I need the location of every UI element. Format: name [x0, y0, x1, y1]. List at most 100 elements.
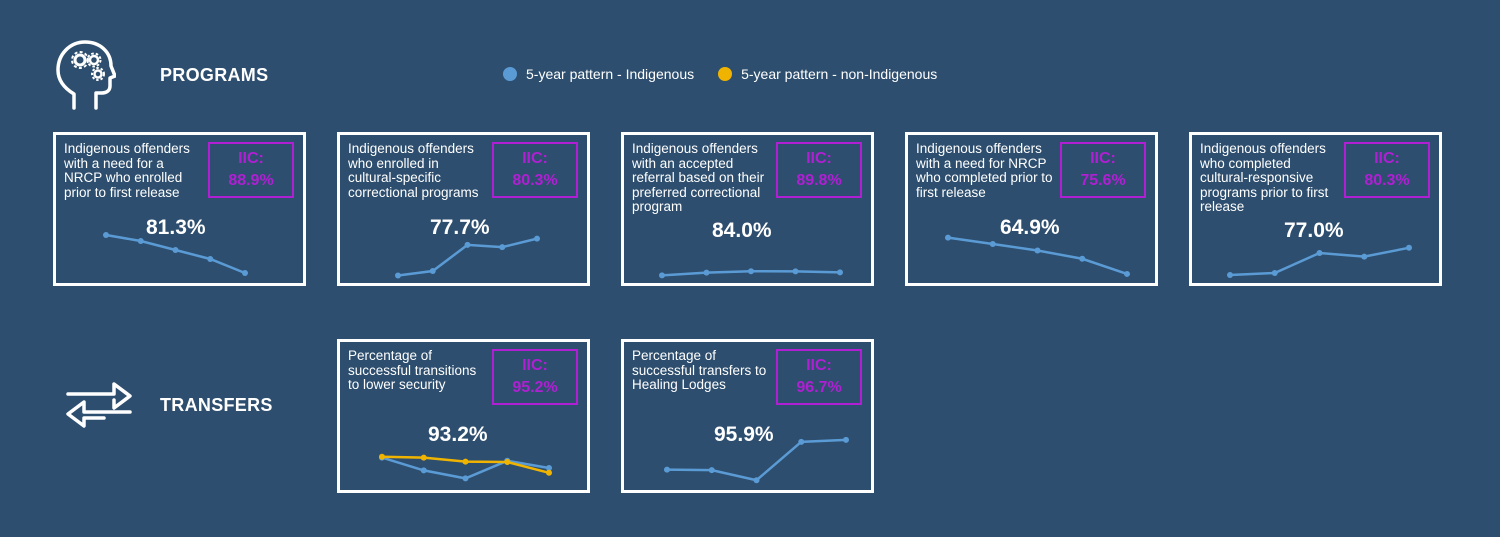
- indigenous-series-point: [1034, 247, 1041, 254]
- card-description: Indigenous offenders with a need for NRC…: [916, 141, 1053, 200]
- card-value: 81.3%: [146, 216, 206, 239]
- non-indigenous-series-point: [546, 469, 552, 476]
- metric-card-accepted-referral: Indigenous offenders with an accepted re…: [621, 132, 874, 286]
- iic-label: IIC:: [806, 357, 832, 374]
- legend-label-indigenous: 5-year pattern - Indigenous: [526, 66, 695, 82]
- card-description: Percentage of successful transitions to …: [348, 348, 477, 392]
- legend-dot-non-indigenous: [718, 67, 733, 81]
- indigenous-series-point: [1079, 255, 1086, 262]
- iic-label: IIC:: [522, 150, 548, 167]
- indigenous-series-point: [546, 465, 552, 471]
- card-description: Indigenous offenders who completed cultu…: [1200, 141, 1329, 214]
- iic-value: 96.7%: [796, 379, 842, 396]
- indigenous-series-point: [207, 256, 214, 262]
- indigenous-series-point: [1361, 253, 1368, 260]
- trend-sparkline: [1227, 244, 1412, 278]
- indigenous-series-point: [1271, 270, 1278, 276]
- iic-label: IIC:: [1090, 150, 1116, 167]
- card-value: 64.9%: [1000, 216, 1060, 239]
- indigenous-series-point: [945, 234, 951, 241]
- indigenous-series-point: [429, 268, 436, 274]
- indigenous-series-point: [137, 238, 144, 244]
- indigenous-series-point: [464, 241, 471, 248]
- card-value: 95.9%: [714, 423, 774, 446]
- card-description: Indigenous offenders with an accepted re…: [632, 141, 765, 214]
- indigenous-series-point: [242, 270, 248, 276]
- indigenous-series-point: [1406, 244, 1412, 251]
- iic-label: IIC:: [238, 150, 264, 167]
- iic-value: 88.9%: [228, 172, 274, 189]
- transfer-arrows-icon: [66, 382, 132, 428]
- iic-label: IIC:: [806, 150, 832, 167]
- indigenous-series-point: [798, 438, 805, 445]
- legend-dot-indigenous: [503, 67, 517, 81]
- iic-box: IIC: 75.6%: [1060, 142, 1146, 198]
- indigenous-series-point: [708, 467, 715, 474]
- metric-card-lower-security-transitions: Percentage of successful transitions to …: [337, 339, 590, 493]
- legend-item-non-indigenous: 5-year pattern - non-Indigenous: [718, 66, 937, 82]
- legend: 5-year pattern - Indigenous 5-year patte…: [503, 66, 961, 82]
- non-indigenous-series-point: [504, 459, 511, 465]
- iic-box: IIC: 80.3%: [1344, 142, 1430, 198]
- non-indigenous-series-point: [379, 453, 385, 460]
- indigenous-series-point: [748, 268, 754, 275]
- indigenous-series-line: [666, 438, 847, 482]
- iic-box: IIC: 95.2%: [492, 349, 578, 405]
- indigenous-series-point: [172, 247, 179, 253]
- indigenous-series-point: [989, 241, 996, 248]
- indigenous-series-line: [105, 233, 246, 275]
- iic-label: IIC:: [522, 357, 548, 374]
- card-value: 77.0%: [1284, 219, 1344, 242]
- trend-sparkline: [379, 453, 552, 482]
- card-value: 77.7%: [430, 216, 490, 239]
- iic-label: IIC:: [1374, 150, 1400, 167]
- metric-card-cultural-specific-enrolled: Indigenous offenders who enrolled in cul…: [337, 132, 590, 286]
- transfers-section-title: TRANSFERS: [160, 395, 273, 415]
- iic-box: IIC: 88.9%: [208, 142, 294, 198]
- legend-item-indigenous: 5-year pattern - Indigenous: [503, 66, 694, 82]
- iic-value: 95.2%: [512, 379, 558, 396]
- metric-card-nrcp-enrolled: Indigenous offenders with a need for a N…: [53, 132, 306, 286]
- indigenous-series-point: [753, 477, 760, 484]
- card-description: Indigenous offenders who enrolled in cul…: [348, 141, 479, 200]
- metric-card-cultural-responsive-completed: Indigenous offenders who completed cultu…: [1189, 132, 1442, 286]
- indigenous-series-point: [1316, 250, 1323, 256]
- indigenous-series-point: [703, 269, 710, 276]
- head-gears-icon: [56, 40, 116, 110]
- indigenous-series-point: [1124, 270, 1130, 277]
- indigenous-series-point: [843, 436, 849, 443]
- indigenous-series-point: [1227, 272, 1233, 278]
- indigenous-series-point: [792, 268, 799, 275]
- iic-value: 75.6%: [1080, 172, 1126, 189]
- metric-card-nrcp-completed: Indigenous offenders with a need for NRC…: [905, 132, 1158, 286]
- metric-card-healing-lodge-transfers: Percentage of successful transfers to He…: [621, 339, 874, 493]
- programs-section-title: PROGRAMS: [160, 65, 269, 85]
- indigenous-series-point: [462, 475, 469, 482]
- non-indigenous-series-point: [420, 454, 427, 461]
- indigenous-series-point: [664, 466, 670, 473]
- non-indigenous-series-point: [462, 458, 469, 465]
- iic-box: IIC: 89.8%: [776, 142, 862, 198]
- trend-sparkline: [945, 234, 1130, 277]
- trend-sparkline: [395, 235, 540, 279]
- card-description: Percentage of successful transfers to He…: [632, 348, 767, 392]
- indigenous-series-point: [659, 272, 665, 279]
- trend-sparkline: [103, 232, 248, 276]
- indigenous-series-point: [534, 235, 540, 242]
- iic-value: 80.3%: [1364, 172, 1410, 189]
- indigenous-series-line: [947, 236, 1128, 276]
- indigenous-series-point: [395, 272, 401, 279]
- indigenous-series-point: [103, 232, 109, 238]
- card-value: 84.0%: [712, 219, 772, 242]
- card-value: 93.2%: [428, 423, 488, 446]
- iic-box: IIC: 96.7%: [776, 349, 862, 405]
- trend-sparkline: [659, 268, 843, 279]
- iic-value: 89.8%: [796, 172, 842, 189]
- iic-value: 80.3%: [512, 172, 558, 189]
- indigenous-series-point: [499, 244, 506, 251]
- legend-label-non-indigenous: 5-year pattern - non-Indigenous: [741, 66, 938, 82]
- indigenous-series-point: [837, 269, 843, 276]
- iic-box: IIC: 80.3%: [492, 142, 578, 198]
- card-description: Indigenous offenders with a need for a N…: [64, 141, 190, 200]
- trend-sparkline: [664, 436, 849, 484]
